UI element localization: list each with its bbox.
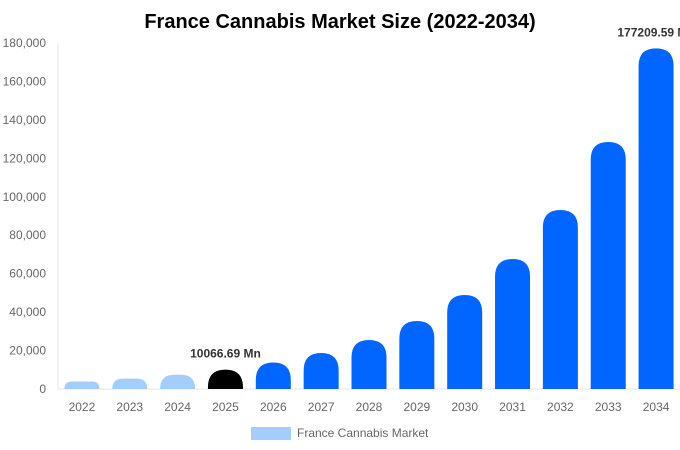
y-tick-label: 20,000 xyxy=(9,344,46,358)
x-tick-label: 2028 xyxy=(356,400,383,414)
y-tick-label: 100,000 xyxy=(3,190,47,204)
y-tick-label: 180,000 xyxy=(3,36,47,50)
data-label: 10066.69 Mn xyxy=(190,347,261,361)
bar-2033[interactable] xyxy=(590,141,626,389)
bar-2025[interactable] xyxy=(207,369,243,389)
bar-2026[interactable] xyxy=(255,362,291,389)
x-tick-label: 2032 xyxy=(547,400,574,414)
legend-swatch xyxy=(251,427,291,440)
bar-2034[interactable] xyxy=(638,48,674,389)
bar-2032[interactable] xyxy=(542,210,578,389)
x-tick-label: 2022 xyxy=(69,400,96,414)
y-tick-label: 140,000 xyxy=(3,113,47,127)
x-tick-label: 2031 xyxy=(499,400,526,414)
bar-2024[interactable] xyxy=(160,374,196,389)
x-tick-label: 2034 xyxy=(643,400,670,414)
x-tick-label: 2026 xyxy=(260,400,287,414)
x-tick-label: 2023 xyxy=(116,400,143,414)
x-tick-label: 2030 xyxy=(451,400,478,414)
bar-2027[interactable] xyxy=(303,353,339,389)
bar-2023[interactable] xyxy=(112,378,148,389)
y-tick-label: 160,000 xyxy=(3,74,47,88)
legend[interactable]: France Cannabis Market xyxy=(251,426,429,440)
bar-2031[interactable] xyxy=(495,259,531,389)
bar-2028[interactable] xyxy=(351,339,387,389)
y-tick-label: 0 xyxy=(39,382,46,396)
x-tick-label: 2024 xyxy=(164,400,191,414)
x-tick-label: 2029 xyxy=(403,400,430,414)
legend-label: France Cannabis Market xyxy=(297,426,429,440)
y-tick-label: 120,000 xyxy=(3,151,47,165)
x-tick-label: 2027 xyxy=(308,400,335,414)
y-tick-label: 40,000 xyxy=(9,305,46,319)
y-tick-label: 80,000 xyxy=(9,228,46,242)
bar-2030[interactable] xyxy=(447,295,483,389)
x-tick-label: 2025 xyxy=(212,400,239,414)
y-tick-label: 60,000 xyxy=(9,267,46,281)
bar-2029[interactable] xyxy=(399,320,435,389)
data-label: 177209.59 Mn xyxy=(617,25,680,39)
x-tick-label: 2033 xyxy=(595,400,622,414)
bar-2022[interactable] xyxy=(64,381,100,389)
chart-title: France Cannabis Market Size (2022-2034) xyxy=(144,11,535,33)
